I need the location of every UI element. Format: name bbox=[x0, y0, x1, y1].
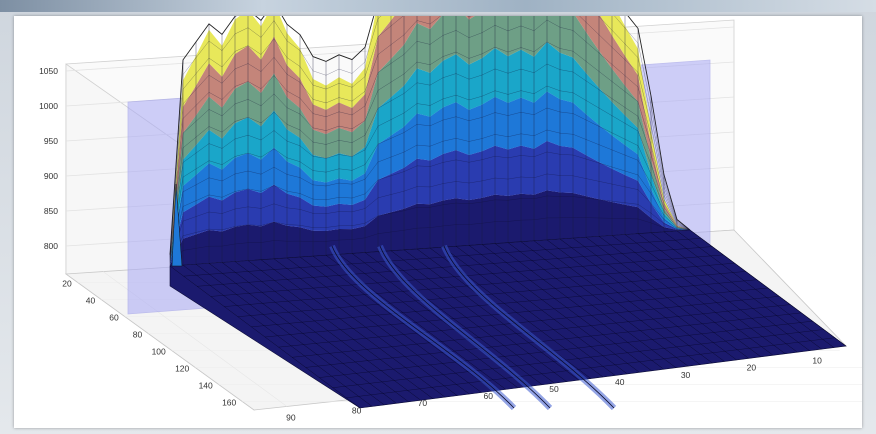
floor-mesh-line bbox=[332, 329, 824, 388]
floor-mesh-line bbox=[183, 238, 702, 277]
ridge-line bbox=[169, 16, 691, 255]
contour-line bbox=[169, 217, 691, 266]
contour-line bbox=[169, 41, 691, 259]
valley-ribbon bbox=[443, 245, 615, 409]
contour-line bbox=[169, 85, 691, 261]
x-tick-label: 70 bbox=[418, 398, 428, 408]
window-title-strip bbox=[0, 0, 876, 12]
floor-mesh-line bbox=[305, 312, 802, 368]
contour-line bbox=[169, 19, 691, 258]
contour-line bbox=[169, 129, 691, 262]
contour-line bbox=[169, 195, 691, 265]
figure-canvas: 1050 1000 950 900 850 800 20 40 60 80 100 120 140 160… bbox=[14, 16, 862, 428]
x-tick-label: 90 bbox=[286, 412, 296, 422]
y-tick-label: 100 bbox=[152, 347, 166, 357]
z-tick-label: 950 bbox=[44, 136, 58, 146]
y-tick-label: 160 bbox=[222, 398, 236, 408]
y-tick-label: 40 bbox=[86, 296, 96, 306]
y-tick-label: 60 bbox=[109, 313, 119, 323]
z-tick-label: 1000 bbox=[39, 101, 58, 111]
contour-line bbox=[169, 107, 691, 262]
y-tick-label: 20 bbox=[62, 279, 72, 289]
valley-ribbon bbox=[331, 245, 515, 409]
contour-line bbox=[169, 16, 691, 257]
floor-mesh-line bbox=[319, 320, 813, 378]
valley-ribbon bbox=[379, 245, 551, 409]
y-tick-label: 80 bbox=[133, 330, 143, 340]
contour-line bbox=[169, 173, 691, 264]
floor-mesh-line bbox=[264, 287, 769, 338]
floor-mesh-line bbox=[278, 296, 780, 348]
contour-line bbox=[169, 63, 691, 260]
contour-line bbox=[169, 16, 691, 258]
x-tick-label: 20 bbox=[747, 363, 757, 373]
x-tick-label: 10 bbox=[812, 356, 822, 366]
y-tick-label: 120 bbox=[175, 364, 189, 374]
x-tick-label: 50 bbox=[549, 384, 559, 394]
x-tick-label: 40 bbox=[615, 377, 625, 387]
y-tick-label: 140 bbox=[199, 381, 213, 391]
x-tick-label: 30 bbox=[681, 370, 691, 380]
contour-line bbox=[169, 151, 691, 263]
z-tick-label: 900 bbox=[44, 171, 58, 181]
floor-mesh-line bbox=[251, 279, 757, 328]
x-tick-label: 60 bbox=[483, 391, 493, 401]
floor-mesh-line bbox=[292, 304, 791, 358]
z-tick-label: 1050 bbox=[39, 66, 58, 76]
z-tick-label: 850 bbox=[44, 206, 58, 216]
left-spike bbox=[171, 183, 183, 267]
surface-plot[interactable]: 1050100095090085080020406080100120140160… bbox=[14, 16, 862, 428]
contour-line bbox=[169, 16, 691, 256]
floor-mesh-line bbox=[224, 262, 735, 307]
x-tick-label: 80 bbox=[352, 405, 362, 415]
floor-mesh-line bbox=[346, 337, 835, 399]
z-tick-label: 800 bbox=[44, 241, 58, 251]
floor-mesh-line bbox=[237, 271, 746, 317]
